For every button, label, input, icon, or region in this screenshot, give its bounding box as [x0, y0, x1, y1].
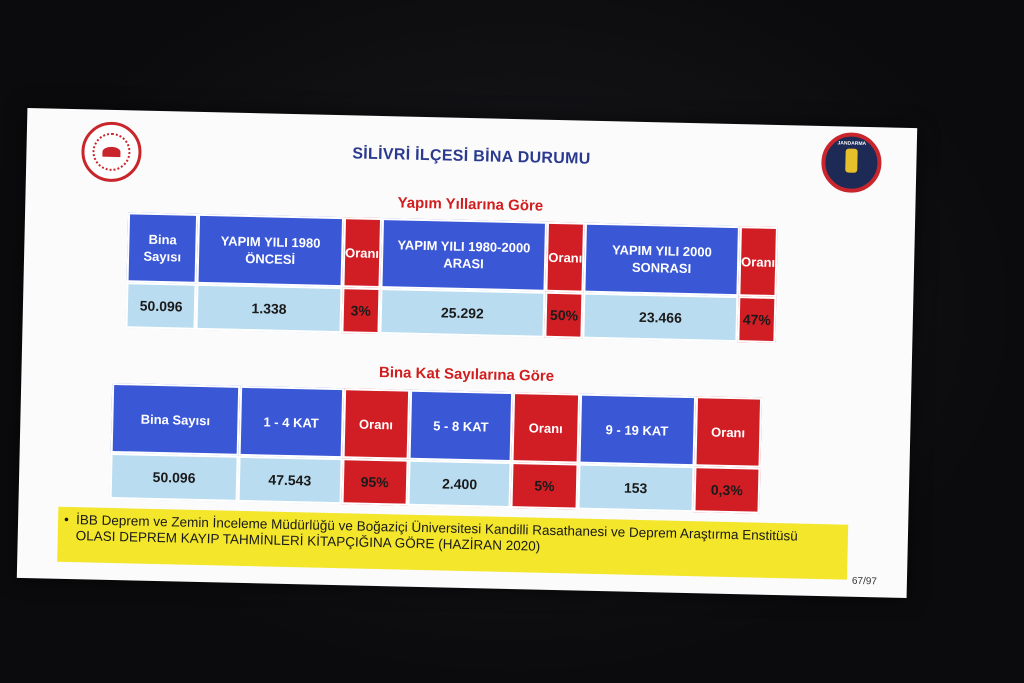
header-ratio: Oranı: [694, 396, 763, 468]
value-ratio: 95%: [341, 458, 409, 506]
value-ratio: 3%: [341, 287, 381, 335]
header-ratio: Oranı: [342, 217, 382, 289]
presentation-slide: JANDARMA SİLİVRİ İLÇESİ BİNA DURUMU Yapı…: [16, 107, 918, 599]
value-post-2000: 23.466: [582, 292, 739, 343]
header-1-4-floors: 1 - 4 KAT: [238, 385, 344, 459]
header-ratio: Oranı: [342, 388, 410, 460]
value-1980-2000: 25.292: [379, 288, 546, 338]
jandarma-emblem-text: JANDARMA: [837, 140, 867, 148]
source-note-text: İBB Deprem ve Zemin İnceleme Müdürlüğü v…: [75, 512, 798, 554]
header-9-19-floors: 9 - 19 KAT: [578, 393, 696, 467]
value-building-count: 50.096: [109, 452, 239, 502]
header-ratio: Oranı: [511, 392, 580, 464]
bullet-icon: •: [63, 511, 70, 528]
header-building-count: Bina Sayısı: [110, 382, 241, 456]
value-ratio: 50%: [544, 291, 584, 339]
value-9-19-floors: 153: [577, 463, 695, 513]
header-1980-2000: YAPIM YILI 1980-2000 ARASI: [380, 218, 548, 292]
header-ratio: Oranı: [738, 226, 778, 298]
value-pre-1980: 1.338: [195, 283, 343, 334]
header-post-2000: YAPIM YILI 2000 SONRASI: [583, 222, 740, 297]
value-ratio: 0,3%: [693, 466, 761, 514]
construction-year-table: Bina Sayısı YAPIM YILI 1980 ÖNCESİ Oranı…: [125, 212, 778, 343]
value-ratio: 47%: [737, 296, 777, 343]
value-5-8-floors: 2.400: [407, 459, 512, 509]
floor-count-table: Bina Sayısı 1 - 4 KAT Oranı 5 - 8 KAT Or…: [109, 382, 763, 514]
header-ratio: Oranı: [545, 221, 586, 293]
value-ratio: 5%: [510, 462, 579, 510]
slide-title: SİLİVRİ İLÇESİ BİNA DURUMU: [352, 145, 591, 168]
header-5-8-floors: 5 - 8 KAT: [408, 389, 514, 463]
value-building-count: 50.096: [125, 282, 197, 330]
header-pre-1980: YAPIM YILI 1980 ÖNCESİ: [196, 213, 344, 288]
page-number: 67/97: [851, 575, 878, 588]
value-1-4-floors: 47.543: [237, 455, 343, 505]
header-building-count: Bina Sayısı: [126, 212, 199, 284]
source-note: • İBB Deprem ve Zemin İnceleme Müdürlüğü…: [57, 506, 849, 580]
